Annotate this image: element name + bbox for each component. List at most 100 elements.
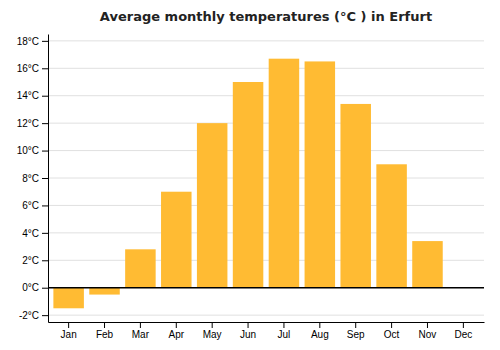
y-tick: -2°C (19, 310, 48, 321)
x-tick: Nov (419, 322, 437, 340)
x-tick: Mar (132, 322, 150, 340)
bar (161, 192, 192, 288)
x-tick-label: Aug (311, 329, 329, 340)
y-tick: 10°C (17, 145, 48, 156)
y-tick-label: 4°C (22, 228, 39, 239)
y-tick: 0°C (22, 282, 48, 293)
bar (305, 61, 336, 287)
x-tick-label: Jan (61, 329, 77, 340)
marks (48, 59, 484, 309)
bar (53, 288, 84, 309)
grid-line (48, 205, 484, 206)
grid-line (48, 40, 484, 41)
y-tick: 12°C (17, 118, 48, 129)
y-axis: -2°C 0°C 2°C 4°C 6°C 8°C 10°C 12°C 14°C 16°C 18°C (17, 35, 49, 323)
y-tick-label: 2°C (22, 255, 39, 266)
x-tick-mark (212, 322, 213, 328)
x-tick-label: Sep (347, 329, 365, 340)
bar (89, 288, 120, 295)
x-tick-mark (140, 322, 141, 328)
x-tick-mark (104, 322, 105, 328)
y-tick: 18°C (17, 36, 48, 47)
y-tick-mark (42, 315, 48, 316)
grid-line (48, 68, 484, 69)
x-tick: Aug (311, 322, 329, 340)
grid-line (48, 178, 484, 179)
y-tick-label: 10°C (17, 145, 39, 156)
plot: -2°C 0°C 2°C 4°C 6°C 8°C 10°C 12°C 14°C 16°C 18°C J… (17, 35, 485, 341)
y-tick-mark (42, 41, 48, 42)
bar (376, 164, 407, 287)
y-tick: 6°C (22, 200, 48, 211)
x-tick: Jan (61, 322, 77, 340)
x-tick-mark (463, 322, 464, 328)
y-tick-label: 16°C (17, 63, 39, 74)
x-tick: Jul (278, 322, 291, 340)
y-tick-mark (42, 205, 48, 206)
x-tick-mark (355, 322, 356, 328)
x-tick: May (203, 322, 222, 340)
y-tick-mark (42, 68, 48, 69)
x-tick: Sep (347, 322, 365, 340)
y-tick: 14°C (17, 90, 48, 101)
y-tick-label: -2°C (19, 310, 39, 321)
y-tick-mark (42, 233, 48, 234)
y-tick-label: 8°C (22, 173, 39, 184)
x-tick: Dec (454, 322, 472, 340)
x-tick-label: Feb (96, 329, 114, 340)
y-tick: 16°C (17, 63, 48, 74)
x-tick: Jun (240, 322, 256, 340)
x-tick-label: Jun (240, 329, 256, 340)
grid-line (48, 232, 484, 233)
bar (125, 249, 156, 287)
x-tick-mark (176, 322, 177, 328)
grid-line (48, 123, 484, 124)
grid-line (48, 287, 484, 288)
y-tick-label: 0°C (22, 282, 39, 293)
x-tick-label: Apr (169, 329, 185, 340)
y-tick: 2°C (22, 255, 48, 266)
x-tick-mark (391, 322, 392, 328)
x-tick-label: Mar (132, 329, 150, 340)
x-tick-mark (319, 322, 320, 328)
x-tick: Oct (384, 322, 400, 340)
y-axis-line (48, 35, 49, 323)
grid-line (48, 315, 484, 316)
x-tick: Apr (169, 322, 185, 340)
x-tick-mark (427, 322, 428, 328)
y-tick-label: 6°C (22, 200, 39, 211)
y-tick: 8°C (22, 173, 48, 184)
y-tick: 4°C (22, 228, 48, 239)
x-tick-mark (68, 322, 69, 328)
title: Average monthly temperatures (°C ) in Er… (100, 9, 432, 24)
x-tick-label: Dec (454, 329, 472, 340)
y-tick-mark (42, 288, 48, 289)
bar (412, 241, 443, 288)
x-axis-line (49, 322, 485, 323)
y-tick-label: 12°C (17, 118, 39, 129)
bar (340, 104, 371, 288)
y-tick-mark (42, 96, 48, 97)
grid (48, 41, 484, 315)
y-tick-mark (42, 260, 48, 261)
x-tick-label: Nov (419, 329, 437, 340)
y-tick-mark (42, 151, 48, 152)
x-tick-mark (248, 322, 249, 328)
baseline (48, 287, 484, 289)
y-tick-label: 18°C (17, 36, 39, 47)
grid-line (48, 150, 484, 151)
x-axis: Jan Feb Mar Apr May Jun Jul Aug Sep Oct Nov Dec (49, 322, 485, 340)
bar (197, 123, 228, 288)
bar (269, 59, 300, 288)
y-tick-mark (42, 123, 48, 124)
x-tick: Feb (96, 322, 114, 340)
x-tick-label: Oct (384, 329, 400, 340)
y-tick-label: 14°C (17, 90, 39, 101)
x-tick-label: Jul (278, 329, 291, 340)
y-tick-mark (42, 178, 48, 179)
x-tick-label: May (203, 329, 222, 340)
bar (233, 82, 264, 288)
grid-line (48, 95, 484, 96)
chart: -2°C 0°C 2°C 4°C 6°C 8°C 10°C 12°C 14°C 16°C 18°C J… (0, 0, 500, 350)
x-tick-mark (283, 322, 284, 328)
